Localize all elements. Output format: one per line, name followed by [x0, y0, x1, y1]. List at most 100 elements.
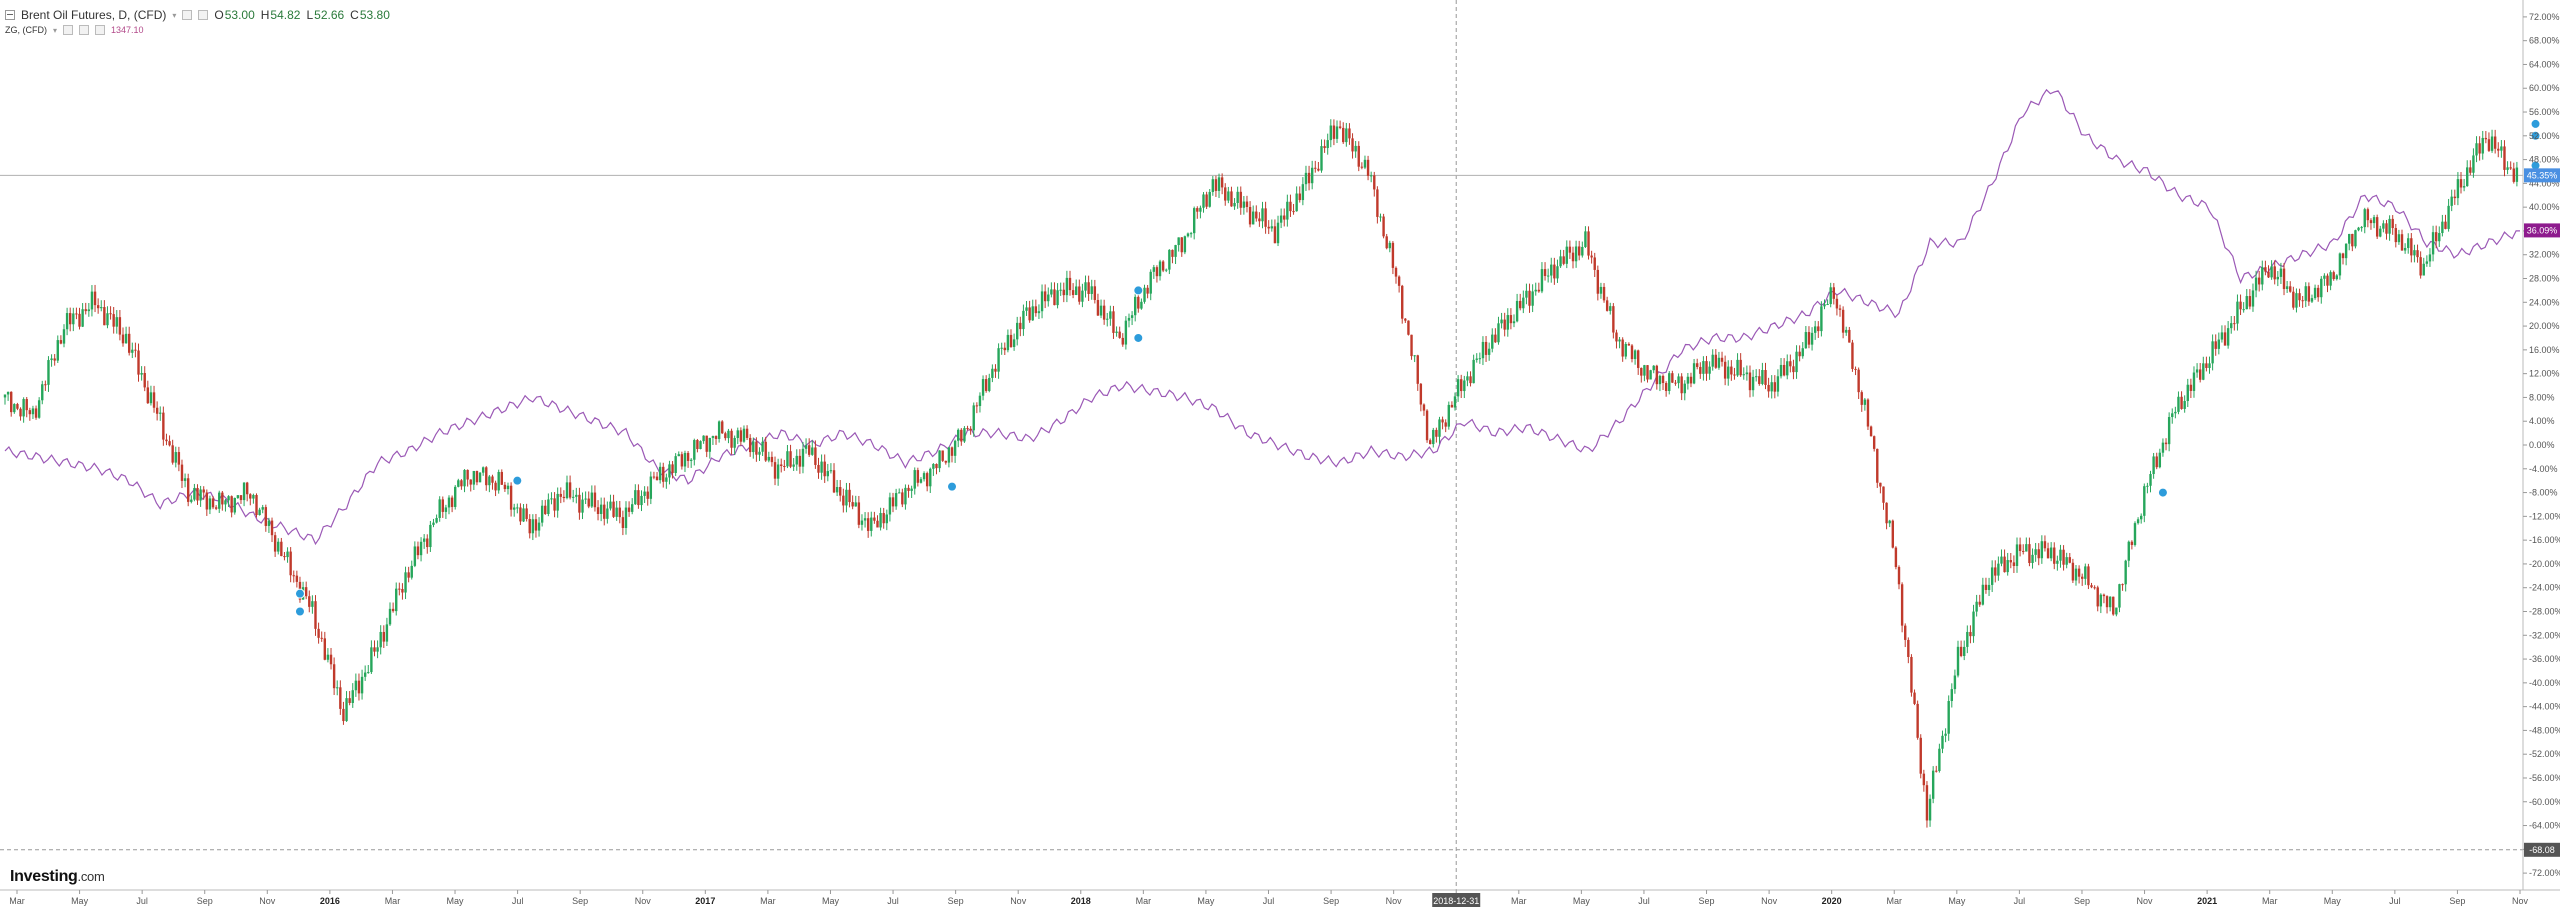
candle-body	[1009, 334, 1013, 347]
candle-body	[1807, 332, 1811, 345]
ohlc-open: O53.00	[214, 8, 255, 22]
candle-body	[1550, 264, 1553, 276]
candle-body	[457, 480, 460, 487]
y-tick-label: 28.00%	[2529, 274, 2560, 284]
candle-body	[621, 517, 625, 528]
main-series-title[interactable]: Brent Oil Futures, D, (CFD)	[21, 8, 167, 22]
candle-body	[2354, 230, 2357, 247]
candle-body	[31, 408, 35, 415]
candle-body	[2146, 485, 2149, 487]
candle-body	[2192, 372, 2196, 391]
candle-body	[1826, 304, 1829, 306]
candle-body	[562, 496, 566, 499]
candle-body	[907, 487, 910, 491]
chevron-down-icon[interactable]: ▾	[53, 25, 58, 35]
candle-body	[28, 410, 32, 415]
candle-body	[1817, 326, 1820, 332]
candle-body	[1099, 305, 1103, 316]
candle-body	[1963, 646, 1966, 656]
hide-square-icon[interactable]	[198, 10, 209, 20]
candle-body	[1146, 287, 1149, 294]
candle-body	[159, 412, 162, 414]
candle-body	[1845, 329, 1848, 333]
candle-body	[947, 447, 951, 463]
candle-body	[1158, 261, 1162, 277]
ohlc-high: H54.82	[260, 8, 301, 22]
candle-body	[1947, 701, 1950, 734]
collapse-legend-icon[interactable]	[5, 10, 15, 20]
x-tick-label: Jul	[2389, 896, 2401, 906]
candle-body	[127, 333, 131, 353]
candle-body	[705, 435, 708, 452]
x-tick-label: Nov	[1761, 896, 1778, 906]
candle-body	[674, 456, 677, 473]
candle-body	[1907, 639, 1910, 657]
candle-body	[1068, 277, 1072, 291]
candle-body	[882, 513, 885, 524]
candle-body	[1450, 404, 1454, 408]
candle-body	[972, 405, 975, 431]
candle-body	[1177, 237, 1180, 246]
candle-body	[1891, 520, 1895, 548]
candle-body	[1987, 584, 1991, 591]
candle-body	[1422, 404, 1426, 411]
candle-body	[640, 495, 643, 506]
candle-body	[1503, 319, 1506, 330]
investing-logo[interactable]: Investing.com	[10, 868, 105, 885]
candle-body	[90, 291, 94, 310]
candle-body	[131, 349, 134, 353]
candle-body	[963, 428, 966, 442]
candle-body	[1202, 194, 1205, 208]
candle-body	[596, 507, 600, 514]
candle-body	[1981, 584, 1985, 605]
candle-body	[1295, 193, 1298, 212]
candle-body	[485, 467, 488, 486]
candle-body	[814, 447, 817, 465]
remove-square-icon[interactable]	[95, 25, 106, 35]
compare-series-title[interactable]: ZG, (CFD)	[5, 25, 47, 35]
candle-body	[1133, 296, 1137, 316]
candle-body	[2251, 290, 2255, 307]
candle-body	[1748, 372, 1752, 391]
candle-body	[1680, 376, 1683, 394]
y-tick-label: -64.00%	[2529, 821, 2560, 831]
x-tick-label: Sep	[572, 896, 588, 906]
candle-body	[351, 690, 354, 703]
candle-body	[658, 466, 662, 481]
hide-square-icon[interactable]	[79, 25, 90, 35]
candle-body	[1540, 269, 1544, 292]
candle-body	[2127, 541, 2130, 561]
y-tick-label: 0.00%	[2529, 440, 2555, 450]
candle-body	[1391, 242, 1395, 268]
candle-body	[494, 482, 497, 491]
candle-body	[1671, 373, 1674, 383]
candle-body	[2267, 271, 2270, 278]
candle-body	[702, 435, 705, 442]
candle-body	[196, 488, 199, 501]
settings-square-icon[interactable]	[63, 25, 74, 35]
candle-body	[460, 480, 463, 487]
candle-body	[612, 501, 615, 517]
candle-body	[152, 392, 156, 408]
candle-body	[447, 497, 451, 508]
candle-body	[711, 436, 715, 438]
candle-body	[1317, 168, 1320, 171]
candle-body	[2344, 243, 2348, 259]
candle-body	[1149, 271, 1152, 294]
candle-body	[1304, 172, 1308, 185]
candle-body	[2093, 587, 2096, 589]
settings-square-icon[interactable]	[182, 10, 193, 20]
event-marker-icon	[294, 606, 305, 617]
chevron-down-icon[interactable]: ▾	[172, 10, 177, 20]
candle-body	[475, 470, 479, 483]
y-tick-label: 68.00%	[2529, 36, 2560, 46]
x-tick-label: Sep	[948, 896, 964, 906]
candle-body	[370, 647, 373, 673]
y-tick-label: 64.00%	[2529, 59, 2560, 69]
candle-body	[174, 452, 177, 463]
plot-area[interactable]	[0, 0, 2541, 890]
candle-body	[1065, 277, 1069, 296]
candle-body	[988, 377, 991, 391]
